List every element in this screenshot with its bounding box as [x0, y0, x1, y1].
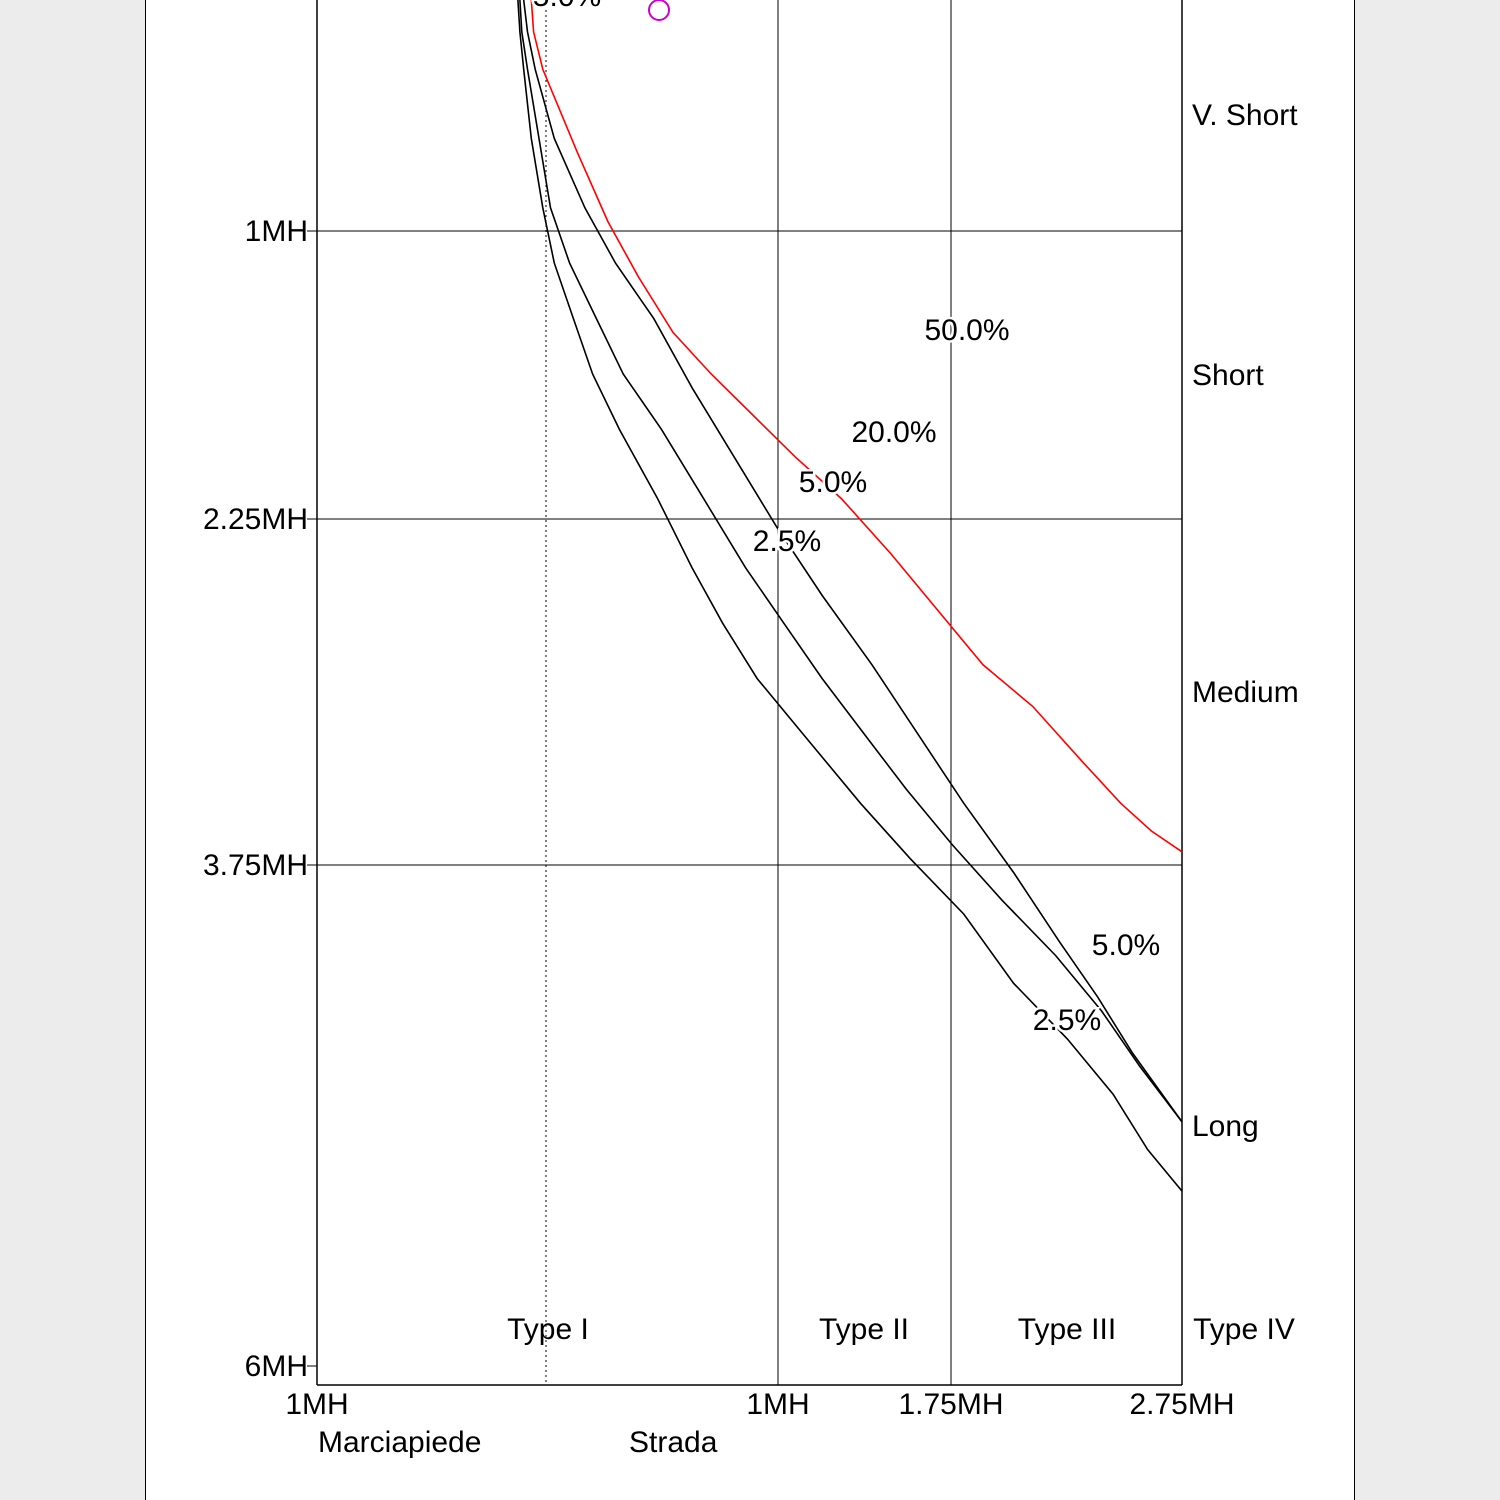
y-tick-label: 1MH — [245, 215, 308, 248]
y-tick-label: 3.75MH — [203, 849, 308, 882]
length-label: Short — [1192, 359, 1264, 392]
curve-value-label: 5.0% — [799, 466, 867, 499]
length-label: V. Short — [1192, 99, 1298, 132]
curve-value-label: 5.0% — [1092, 929, 1160, 962]
isolux-curve — [530, 0, 1183, 853]
curve-value-label: 20.0% — [851, 416, 936, 449]
type-label: Type IV — [1193, 1313, 1295, 1346]
type-label: Type III — [1018, 1313, 1116, 1346]
y-tick-label: 2.25MH — [203, 503, 308, 536]
isolux-curve — [522, 0, 1183, 1123]
x-tick-label: 1MH — [285, 1388, 348, 1421]
curve-value-label: 2.5% — [753, 525, 821, 558]
y-tick-label: 6MH — [245, 1350, 308, 1383]
curve-value-label: 5.0% — [533, 0, 601, 13]
length-label: Medium — [1192, 676, 1299, 709]
isolux-curve — [517, 0, 1183, 1192]
x-tick-label: 1.75MH — [898, 1388, 1003, 1421]
x-region-label: Strada — [629, 1426, 718, 1459]
x-region-label: Marciapiede — [318, 1426, 481, 1459]
x-tick-label: 1MH — [746, 1388, 809, 1421]
type-label: Type I — [507, 1313, 589, 1346]
luminaire-marker — [648, 0, 670, 21]
chart-sheet — [145, 0, 1355, 1500]
length-label: Long — [1192, 1110, 1259, 1143]
x-tick-label: 2.75MH — [1129, 1388, 1234, 1421]
type-label: Type II — [819, 1313, 909, 1346]
isolux-curve — [519, 0, 1183, 1123]
curve-value-label: 2.5% — [1033, 1004, 1101, 1037]
curve-value-label: 50.0% — [924, 314, 1009, 347]
